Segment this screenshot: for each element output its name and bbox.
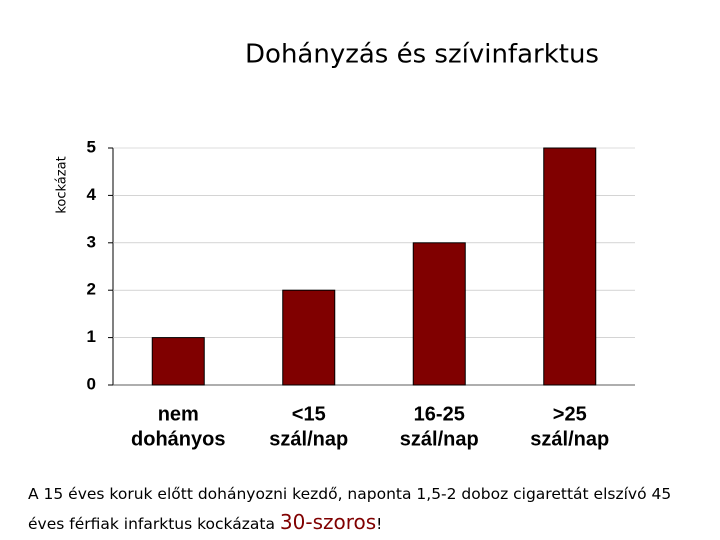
y-tick-label: 0 xyxy=(87,374,96,393)
y-tick-label: 3 xyxy=(87,232,96,251)
x-tick-label: >25 xyxy=(553,403,587,425)
chart: Dohányzás és szívinfarktus kockázat 0 1 2 3… xyxy=(55,40,635,450)
y-tick-label: 1 xyxy=(87,327,96,346)
x-tick-label: dohányos xyxy=(131,428,225,450)
x-tick-label: szál/nap xyxy=(269,428,348,450)
bar xyxy=(543,147,597,386)
x-tick-label: nem xyxy=(158,403,199,425)
note-end: ! xyxy=(376,515,383,533)
x-tick-label: szál/nap xyxy=(530,428,609,450)
x-tick-label: 16-25 xyxy=(414,403,465,425)
note: A 15 éves koruk előtt dohányozni kezdő, … xyxy=(28,480,708,538)
bar xyxy=(412,242,466,386)
x-tick-label: szál/nap xyxy=(400,428,479,450)
bar xyxy=(282,289,336,386)
y-tick-label: 4 xyxy=(87,185,97,204)
note-highlight: 30-szoros xyxy=(279,510,377,534)
x-tick-label: <15 xyxy=(292,403,326,425)
chart-title: Dohányzás és szívinfarktus xyxy=(245,40,599,70)
note-text: A 15 éves koruk előtt dohányozni kezdő, … xyxy=(28,485,672,533)
y-axis-label: kockázat xyxy=(55,156,70,213)
bar xyxy=(151,337,205,386)
y-tick-label: 5 xyxy=(87,137,96,156)
y-tick-label: 2 xyxy=(87,280,96,299)
